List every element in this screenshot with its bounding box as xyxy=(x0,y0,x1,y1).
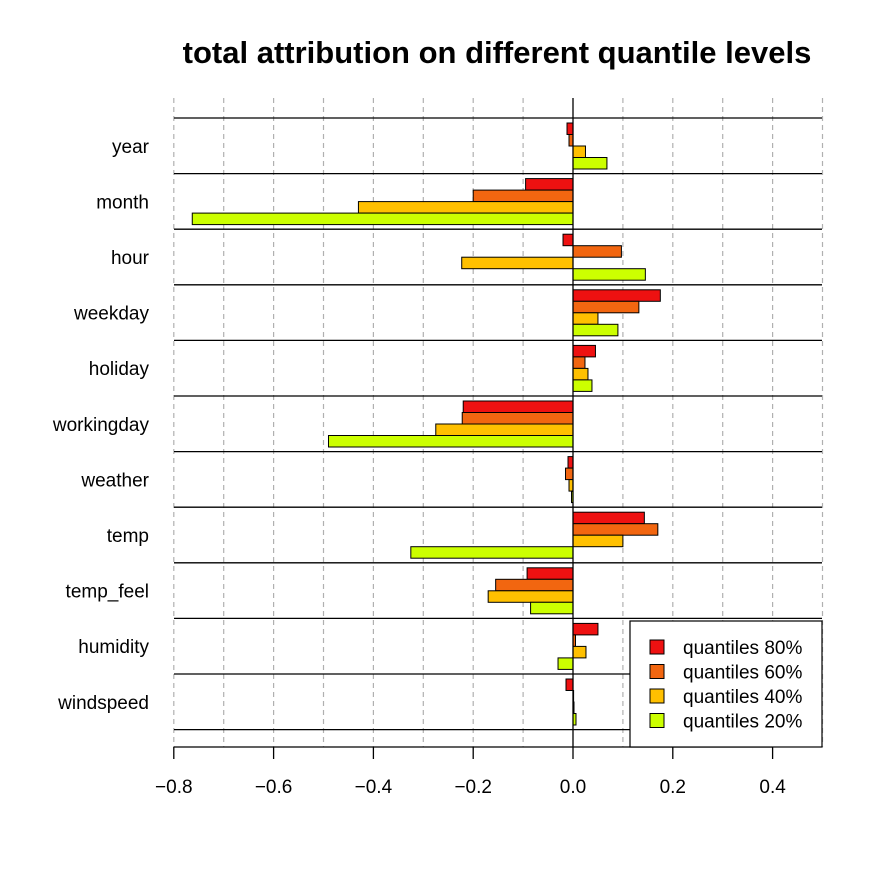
chart-title: total attribution on different quantile … xyxy=(183,35,812,70)
legend-swatch xyxy=(649,664,665,679)
bar-holiday-3 xyxy=(572,367,589,381)
legend-swatch xyxy=(649,688,665,704)
bar-windspeed-1 xyxy=(565,678,574,691)
bar-holiday-1 xyxy=(572,344,596,358)
bar-holiday-2 xyxy=(572,356,586,369)
x-tick-label: 0.4 xyxy=(759,777,786,798)
bar-year-4 xyxy=(572,157,608,170)
category-label: workingday xyxy=(52,415,150,436)
x-tick-label: 0.2 xyxy=(660,777,686,798)
category-label: humidity xyxy=(78,637,149,658)
bar-weekday-2 xyxy=(572,300,640,314)
legend-swatch xyxy=(649,639,665,655)
category-labels: year month hour weekday holiday workingday wea… xyxy=(52,137,150,714)
bar-month-1 xyxy=(525,178,574,191)
category-label: temp_feel xyxy=(66,582,149,603)
x-tick-label: −0.2 xyxy=(454,777,492,798)
legend-label: quantiles 20% xyxy=(683,712,802,733)
category-label: holiday xyxy=(89,359,150,380)
bar-workingday-2 xyxy=(461,412,574,425)
bar-holiday-4 xyxy=(572,379,593,392)
bar-temp-4 xyxy=(410,546,574,559)
bar-temp_feel-1 xyxy=(526,567,574,580)
bars xyxy=(191,98,661,747)
bar-hour-3 xyxy=(461,256,574,270)
bar-hour-2 xyxy=(572,245,622,258)
legend-label: quantiles 40% xyxy=(683,687,802,708)
bar-month-3 xyxy=(357,201,574,214)
category-label: weekday xyxy=(73,304,149,325)
legend-label: quantiles 80% xyxy=(683,638,802,659)
bar-workingday-3 xyxy=(435,423,574,436)
bar-temp-2 xyxy=(572,523,659,536)
bar-weekday-4 xyxy=(572,323,619,337)
bar-humidity-4 xyxy=(557,657,574,670)
category-label: year xyxy=(112,137,150,158)
bar-temp_feel-4 xyxy=(530,601,574,615)
bar-workingday-4 xyxy=(327,435,574,448)
category-label: weather xyxy=(80,470,149,491)
legend-label: quantiles 60% xyxy=(683,663,802,684)
bar-temp_feel-3 xyxy=(487,590,574,603)
x-axis: −0.8 −0.6 −0.4 −0.2 0.0 0.2 0.4 xyxy=(155,746,786,798)
bar-hour-1 xyxy=(562,233,574,247)
bar-year-3 xyxy=(572,145,586,158)
bar-temp-3 xyxy=(572,534,624,548)
x-tick-label: 0.0 xyxy=(560,777,586,798)
category-label: temp xyxy=(107,526,149,547)
x-tick-label: −0.6 xyxy=(255,777,293,798)
legend-swatch xyxy=(649,713,665,728)
bar-humidity-3 xyxy=(572,645,587,659)
bar-hour-4 xyxy=(572,268,646,281)
bar-temp-1 xyxy=(572,511,645,525)
bar-temp_feel-2 xyxy=(495,578,574,592)
category-label: windspeed xyxy=(57,693,149,714)
category-separators xyxy=(174,117,822,731)
legend: quantiles 80% quantiles 60% quantiles 40% q… xyxy=(629,620,823,748)
x-tick-label: −0.8 xyxy=(155,777,193,798)
bar-weather-1 xyxy=(567,456,574,469)
bar-month-4 xyxy=(191,212,574,226)
bar-workingday-1 xyxy=(462,400,574,413)
bar-weekday-1 xyxy=(572,289,661,302)
bar-humidity-1 xyxy=(572,622,599,636)
x-tick-label: −0.4 xyxy=(355,777,393,798)
category-label: hour xyxy=(111,248,150,269)
bar-weekday-3 xyxy=(572,312,599,325)
bar-weather-2 xyxy=(565,467,574,481)
bar-year-1 xyxy=(566,122,574,135)
bar-month-2 xyxy=(472,189,574,203)
category-label: month xyxy=(96,192,149,213)
